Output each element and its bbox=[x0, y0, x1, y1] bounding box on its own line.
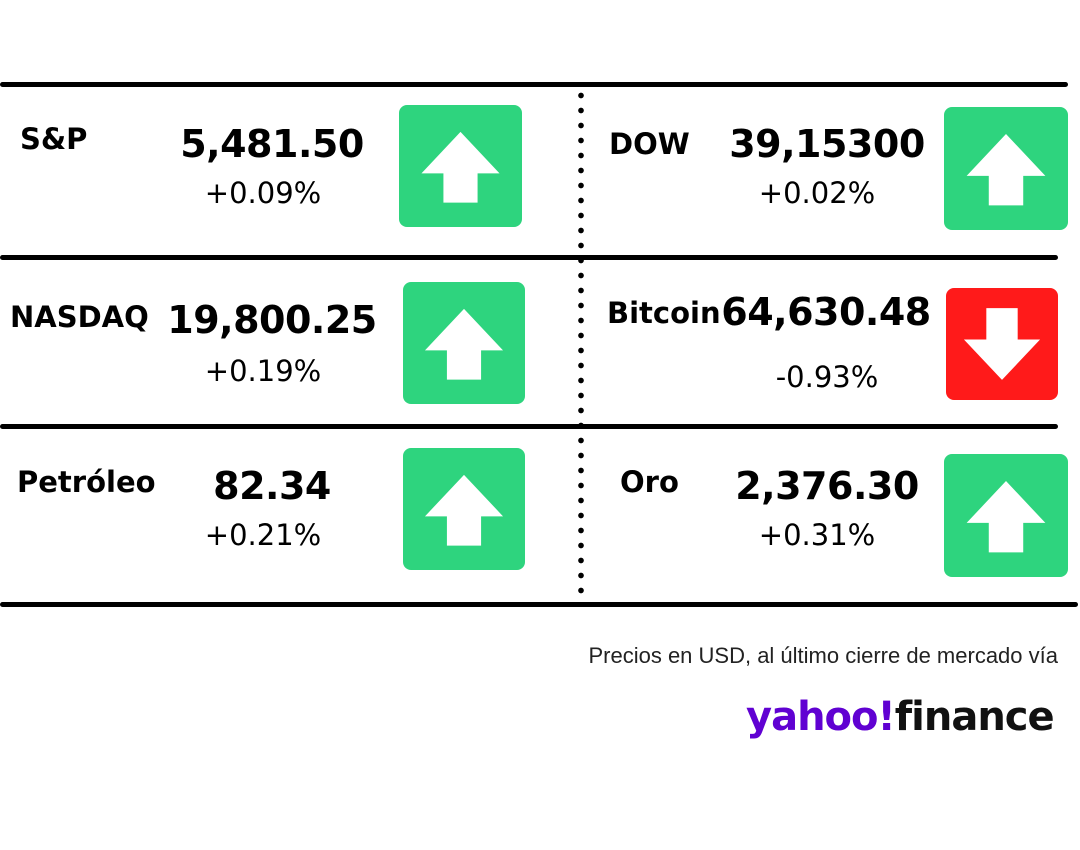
ticker-value: 39,15300 bbox=[729, 122, 925, 166]
row-divider-1 bbox=[0, 255, 1058, 260]
ticker-value: 82.34 bbox=[213, 464, 331, 508]
ticker-label: DOW bbox=[609, 127, 690, 161]
yahoo-finance-logo: yahoo!finance bbox=[746, 694, 1055, 754]
ticker-change: +0.31% bbox=[758, 518, 876, 552]
bottom-divider bbox=[0, 602, 1078, 607]
logo-finance: finance bbox=[894, 694, 1055, 740]
ticker-label: Bitcoin bbox=[607, 296, 721, 330]
ticker-value: 19,800.25 bbox=[167, 298, 377, 342]
ticker-change: -0.93% bbox=[775, 360, 879, 394]
ticker-label: NASDAQ bbox=[10, 300, 149, 334]
ticker-change: +0.21% bbox=[204, 518, 322, 552]
column-divider bbox=[578, 88, 584, 600]
ticker-change: +0.09% bbox=[204, 176, 322, 210]
arrow-up-icon bbox=[403, 448, 525, 570]
ticker-value: 5,481.50 bbox=[180, 122, 364, 166]
arrow-down-icon bbox=[946, 288, 1058, 400]
ticker-value: 64,630.48 bbox=[721, 290, 931, 334]
ticker-change: +0.02% bbox=[758, 176, 876, 210]
arrow-up-icon bbox=[403, 282, 525, 404]
ticker-label: Petróleo bbox=[17, 465, 156, 499]
source-footnote: Precios en USD, al último cierre de merc… bbox=[588, 643, 1058, 668]
ticker-label: S&P bbox=[20, 122, 88, 156]
arrow-up-icon bbox=[399, 105, 522, 227]
row-divider-2 bbox=[0, 424, 1058, 429]
ticker-change: +0.19% bbox=[204, 354, 322, 388]
top-divider bbox=[0, 82, 1068, 87]
logo-yahoo: yahoo! bbox=[746, 694, 896, 740]
ticker-label: Oro bbox=[620, 465, 679, 499]
ticker-value: 2,376.30 bbox=[735, 464, 919, 508]
arrow-up-icon bbox=[944, 107, 1068, 230]
arrow-up-icon bbox=[944, 454, 1068, 577]
